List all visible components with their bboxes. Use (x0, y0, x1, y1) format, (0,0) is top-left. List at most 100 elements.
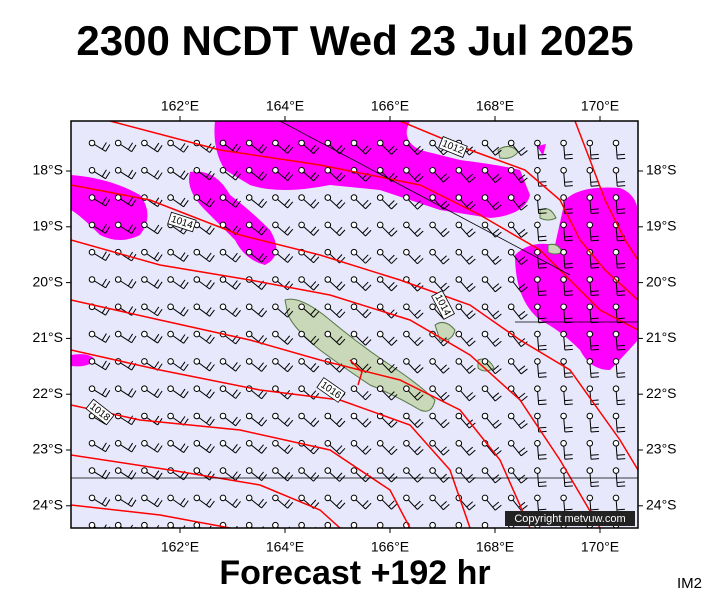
barb-feather (616, 399, 625, 402)
barb-feather (232, 471, 238, 479)
barb-feather (206, 389, 212, 397)
barb-station (298, 167, 305, 174)
barb-feather (616, 454, 625, 456)
barb-station (245, 440, 253, 447)
isobar (71, 184, 638, 471)
barb-feather (538, 344, 547, 347)
barb-feather (388, 172, 395, 180)
lat-label: 19°S (646, 218, 677, 234)
barb-station (403, 412, 410, 420)
barb-station (141, 139, 148, 147)
barb-feather (258, 144, 264, 151)
barb-station (403, 440, 410, 447)
barb-feather (339, 366, 346, 373)
reference-lines (71, 121, 638, 479)
barb-feather (258, 471, 264, 479)
barb-feather (538, 153, 547, 156)
barb-station (88, 521, 96, 528)
barb-feather (179, 443, 186, 451)
barb-feather (183, 391, 189, 399)
isobar (349, 359, 363, 386)
barb-feather (564, 290, 573, 292)
barb-feather (564, 458, 573, 460)
barb-feather (564, 485, 573, 488)
barb-station (141, 248, 148, 256)
barb-feather (235, 337, 241, 345)
barb-feather (287, 228, 294, 236)
barb-station (507, 440, 515, 447)
barb-station (114, 521, 122, 528)
barb-feather (616, 181, 625, 183)
barb-feather (209, 364, 215, 372)
barb-feather (209, 418, 215, 426)
barb-feather (617, 239, 626, 242)
barb-feather (564, 317, 573, 320)
barb-feather (232, 280, 238, 288)
barb-station (114, 440, 122, 447)
lon-label: 164°E (266, 98, 304, 114)
barb-feather (153, 306, 160, 314)
barb-station (193, 330, 201, 338)
barb-feather (518, 228, 526, 235)
barb-feather (538, 458, 547, 460)
barb-feather (494, 422, 502, 429)
barb-station (272, 194, 279, 201)
barb-station (534, 248, 541, 256)
barb-feather (131, 144, 137, 152)
barb-feather (391, 475, 398, 483)
barb-feather (362, 199, 369, 207)
barb-station (403, 194, 410, 201)
barb-feather (417, 339, 424, 347)
barb-feather (440, 446, 447, 453)
isobar (71, 239, 601, 528)
barb-feather (616, 290, 625, 292)
barb-station (193, 194, 201, 201)
barb-feather (468, 340, 476, 347)
barb-station (376, 167, 384, 174)
barb-feather (590, 454, 599, 456)
barb-feather (336, 336, 343, 343)
barb-station (88, 276, 96, 283)
barb-feather (417, 257, 424, 265)
barb-feather (157, 390, 163, 398)
barb-feather (443, 176, 450, 183)
barb-station (88, 248, 96, 256)
barb-feather (518, 201, 526, 208)
lat-label: 21°S (646, 329, 677, 345)
barb-feather (362, 254, 369, 261)
barb-feather (417, 449, 424, 456)
barb-feather (105, 171, 111, 179)
barb-feather (520, 368, 528, 375)
barb-feather (518, 447, 526, 454)
barb-feather (179, 388, 186, 396)
barb-feather (492, 419, 500, 426)
barb-feather (468, 149, 476, 156)
barb-feather (206, 498, 212, 506)
barb-feather (440, 282, 447, 289)
barb-station (455, 412, 463, 420)
isobar-label-box (85, 398, 115, 426)
barb-feather (518, 474, 526, 481)
lon-label: 170°E (581, 539, 619, 555)
barb-feather (232, 498, 238, 506)
barb-feather (564, 208, 573, 211)
lat-label: 22°S (646, 385, 677, 401)
barb-feather (492, 201, 500, 208)
barb-feather (261, 446, 268, 454)
barb-feather (362, 336, 369, 343)
barb-feather (206, 334, 212, 342)
barb-feather (365, 229, 372, 237)
barb-feather (362, 227, 369, 234)
barb-feather (101, 142, 107, 150)
barb-station (272, 330, 279, 338)
barb-feather (417, 148, 424, 155)
barb-feather (339, 502, 346, 510)
barb-feather (617, 430, 626, 433)
barb-feather (388, 363, 395, 371)
barb-feather (153, 443, 160, 451)
barb-station (193, 521, 201, 528)
barb-station (167, 139, 174, 147)
barb-feather (127, 278, 134, 287)
barb-station (350, 330, 358, 338)
barb-feather (209, 173, 215, 181)
